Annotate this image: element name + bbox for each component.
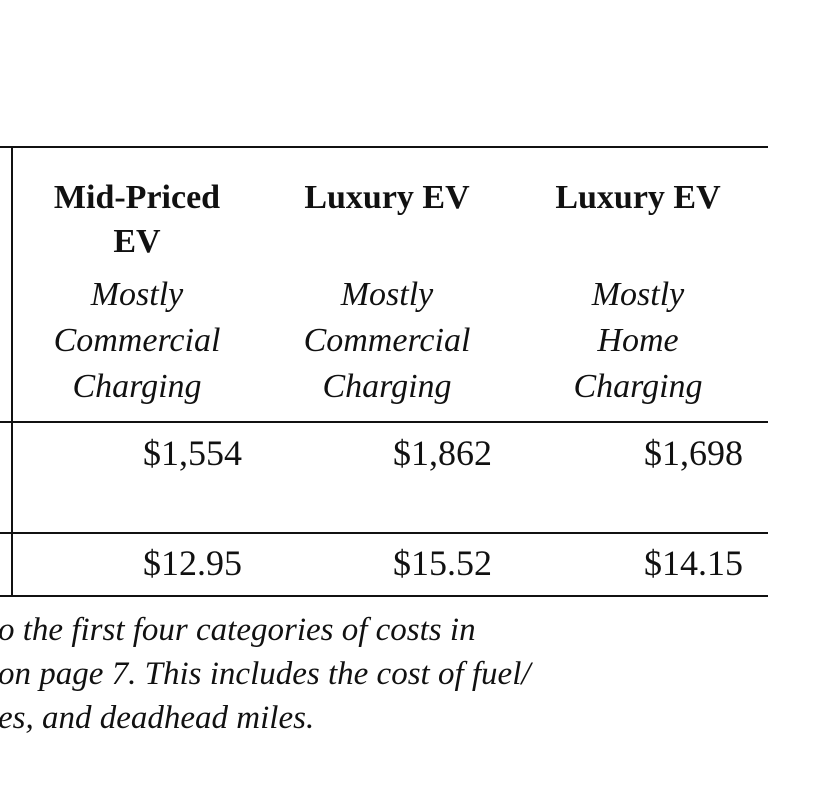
cell: $15.52 xyxy=(393,543,492,583)
cell: $1,554 xyxy=(143,433,242,473)
column-subtitle: Mostly xyxy=(591,276,685,313)
footnote-line: o the first four categories of costs in xyxy=(0,612,476,648)
footnote-line: es, and deadhead miles. xyxy=(0,700,315,736)
cell: $1,698 xyxy=(644,433,743,473)
cell: $1,862 xyxy=(393,433,492,473)
column-title: Luxury EV xyxy=(555,179,721,216)
column-title: Luxury EV xyxy=(304,179,470,216)
column-subtitle: Charging xyxy=(573,368,703,405)
column-subtitle: Mostly xyxy=(340,276,434,313)
column-subtitle: Commercial xyxy=(53,322,221,359)
column-subtitle: Mostly xyxy=(90,276,184,313)
column-title: EV xyxy=(113,223,161,260)
column-subtitle: Charging xyxy=(322,368,452,405)
column-subtitle: Home xyxy=(597,322,679,359)
column-subtitle: Commercial xyxy=(303,322,471,359)
bottom-rule xyxy=(0,595,768,597)
column-title: Mid-Priced xyxy=(53,179,221,216)
cell: $14.15 xyxy=(644,543,743,583)
footnote-line: on page 7. This includes the cost of fue… xyxy=(0,656,531,692)
header-rule xyxy=(0,421,768,423)
cell: $12.95 xyxy=(143,543,242,583)
left-rule xyxy=(11,146,13,597)
row-rule xyxy=(0,532,768,534)
top-rule xyxy=(0,146,768,148)
column-subtitle: Charging xyxy=(72,368,202,405)
